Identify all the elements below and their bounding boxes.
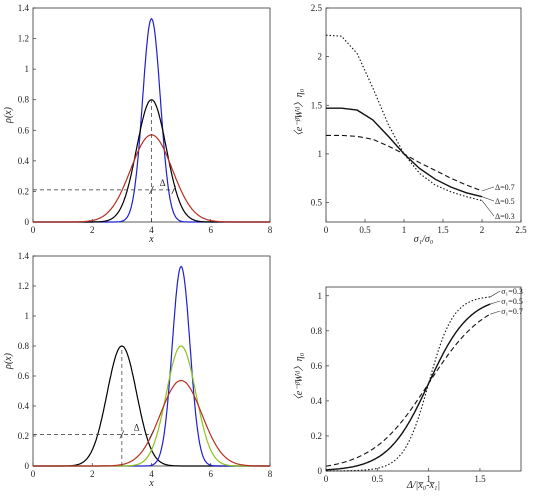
y-tick-label: 0.6 <box>18 371 30 381</box>
x-tick-label: 2 <box>480 225 485 235</box>
legend-leader <box>481 186 495 192</box>
x-tick-label: 1 <box>402 225 407 235</box>
x-tick-label: 8 <box>268 225 273 235</box>
delta-marker <box>149 185 154 195</box>
series-line <box>326 303 491 471</box>
x-tick-label: 0 <box>31 225 36 235</box>
y-axis-label: ρ(x) <box>3 106 14 124</box>
x-axis-label: x <box>148 234 154 245</box>
delta-label: Δ <box>160 178 166 188</box>
x-tick-label: 0.5 <box>372 474 384 484</box>
delta-label: Δ <box>134 423 140 433</box>
y-tick-label: 0.2 <box>311 431 322 441</box>
y-tick-label: 0 <box>25 217 30 227</box>
x-tick-label: 2.5 <box>515 225 527 235</box>
x-tick-label: 2 <box>90 469 95 479</box>
y-tick-label: 1 <box>25 64 30 74</box>
legend-leader <box>490 310 501 315</box>
y-tick-label: 2 <box>318 52 323 62</box>
x-tick-label: 0 <box>324 474 329 484</box>
x-tick-label: 0 <box>324 225 329 235</box>
series-line <box>326 134 483 192</box>
x-tick-label: 1 <box>426 474 431 484</box>
y-axis-label: 〈e⁻ᵝWᵈ〉η₀ <box>293 352 305 405</box>
legend-leader <box>490 300 501 305</box>
x-axis-label: x <box>148 478 154 489</box>
y-tick-label: 0 <box>25 461 30 471</box>
x-tick-label: 4 <box>149 469 154 479</box>
plot-frame <box>325 7 522 223</box>
y-tick-label: 0.4 <box>18 156 30 166</box>
x-tick-label: 0 <box>31 469 36 479</box>
series-line <box>33 345 270 467</box>
x-tick-label: 1.5 <box>474 474 486 484</box>
y-tick-label: 1.4 <box>18 3 30 13</box>
x-axis-label: σ₁/σ₀ <box>414 234 434 245</box>
y-tick-label: 0.5 <box>311 198 323 208</box>
series-label: σ₁=0.5 <box>501 297 523 306</box>
x-axis-label: Δ/|x̅₀-x̅₁| <box>406 480 440 491</box>
y-tick-label: 2.5 <box>311 3 323 13</box>
y-tick-label: 0.6 <box>18 125 30 135</box>
y-axis-label: ρ(x) <box>3 352 14 370</box>
y-tick-label: 0.8 <box>18 95 30 105</box>
plot-frame <box>325 286 522 472</box>
x-tick-label: 4 <box>149 225 154 235</box>
series-label: Δ=0.5 <box>495 197 515 206</box>
series-line <box>33 99 270 223</box>
series-label: σ₁=0.3 <box>501 287 523 296</box>
x-tick-label: 8 <box>268 469 273 479</box>
y-tick-label: 1.2 <box>18 34 29 44</box>
y-tick-label: 1.4 <box>18 251 30 261</box>
legend-leader <box>481 200 495 217</box>
legend-leader <box>481 196 495 202</box>
x-tick-label: 1.5 <box>437 225 449 235</box>
series-label: σ₁=0.7 <box>501 307 523 316</box>
y-tick-label: 0.8 <box>18 341 30 351</box>
series-label: Δ=0.3 <box>495 212 515 221</box>
series-line <box>326 296 491 472</box>
x-tick-label: 6 <box>209 225 214 235</box>
y-tick-label: 0.8 <box>311 326 323 336</box>
series-line <box>325 34 483 202</box>
x-tick-label: 2 <box>90 225 95 235</box>
x-tick-label: 0.5 <box>359 225 371 235</box>
delta-marker <box>119 430 125 439</box>
y-tick-label: 0.2 <box>18 186 29 196</box>
series-line <box>325 313 491 467</box>
y-tick-label: 0.6 <box>311 361 323 371</box>
y-tick-label: 0.2 <box>18 431 29 441</box>
series-line <box>326 107 483 198</box>
legend-leader <box>490 290 501 298</box>
series-line <box>33 345 270 467</box>
x-tick-label: 6 <box>209 469 214 479</box>
y-axis-label: 〈e⁻ᵝWᵈ〉η₀ <box>293 88 305 141</box>
delta-marker <box>171 185 177 195</box>
y-tick-label: 1.5 <box>311 100 323 110</box>
series-label: Δ=0.7 <box>495 183 515 192</box>
y-tick-label: 0.4 <box>18 401 30 411</box>
y-tick-label: 1 <box>318 149 323 159</box>
delta-marker <box>149 430 154 439</box>
y-tick-label: 1 <box>318 291 323 301</box>
series-line <box>33 379 270 467</box>
y-tick-label: 1.2 <box>18 281 29 291</box>
y-tick-label: 1 <box>25 311 30 321</box>
y-tick-label: 0 <box>318 466 323 476</box>
y-tick-label: 0.4 <box>311 396 323 406</box>
